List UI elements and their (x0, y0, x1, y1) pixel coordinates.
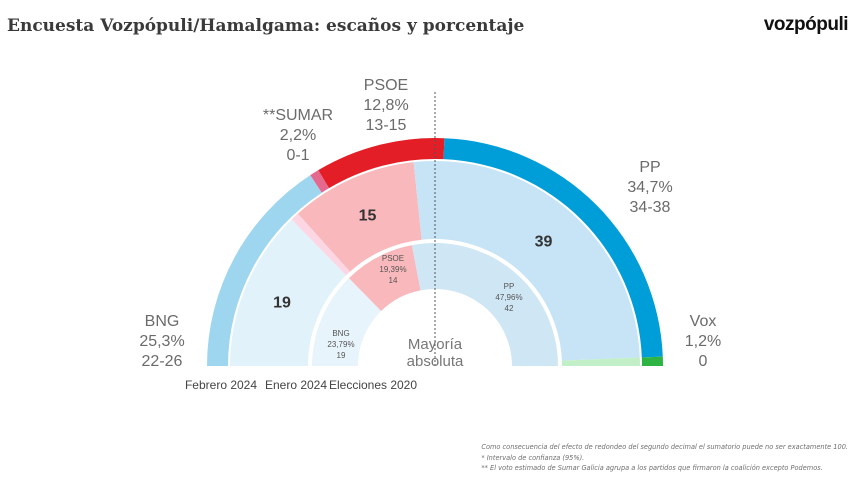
footnote: ** El voto estimado de Sumar Galicia agr… (481, 464, 823, 472)
seat-label-pp: 39 (535, 233, 553, 250)
footnote: * Intervalo de confianza (95%). (481, 453, 585, 462)
brand-logo: vozpópuli (763, 14, 849, 35)
party-label-psoe-range: 13-15 (366, 117, 407, 134)
election-2020-label-pp-name: PP (504, 282, 515, 291)
party-label-sumar-pct: 2,2% (280, 127, 316, 144)
arc-febrero-2024-bng (207, 175, 322, 366)
party-label-pp-range: 34-38 (630, 199, 671, 216)
arc-elecciones-2020-psoe (348, 245, 421, 311)
party-label-vox-range: 0 (699, 353, 708, 370)
majority-label-line2: absoluta (407, 353, 464, 370)
ring-label-elecciones-2020: Elecciones 2020 (329, 378, 417, 392)
arc-febrero-2024-psoe (318, 137, 445, 189)
arc-enero-2024-psoe (297, 162, 422, 272)
party-label-psoe-name: PSOE (364, 77, 408, 94)
party-label-bng-name: BNG (145, 313, 180, 330)
party-label-psoe-pct: 12,8% (363, 97, 408, 114)
election-2020-label-bng-pct: 23,79% (327, 340, 354, 349)
election-2020-label-pp-pct: 47,96% (495, 293, 522, 302)
arc-enero-2024-sumar (291, 213, 351, 276)
arc-febrero-2024-pp (443, 138, 663, 358)
arc-enero-2024-vox (561, 357, 640, 366)
arc-elecciones-2020-pp (411, 243, 558, 366)
seat-label-bng: 19 (273, 295, 291, 312)
arc-elecciones-2020-bng (312, 278, 382, 366)
majority-label-line1: Mayoría (408, 336, 463, 353)
party-label-sumar-range: 0-1 (286, 147, 309, 164)
party-label-pp-name: PP (639, 159, 660, 176)
footnotes: Como consecuencia del efecto de redondeo… (481, 442, 848, 474)
party-label-vox-name: Vox (690, 313, 717, 330)
rings-group (207, 137, 664, 366)
arc-febrero-2024-vox (641, 356, 664, 366)
party-label-bng-pct: 25,3% (139, 333, 184, 350)
election-2020-label-psoe-name: PSOE (382, 254, 404, 263)
party-label-sumar-name: **SUMAR (263, 107, 333, 124)
page-title: Encuesta Vozpópuli/Hamalgama: escaños y … (7, 16, 525, 36)
arc-enero-2024-pp (413, 160, 640, 361)
election-2020-label-bng-seats: 19 (337, 351, 346, 360)
election-2020-label-psoe-pct: 19,39% (379, 265, 406, 274)
labels-group: 19 15 39 BNG 25,3% 22-26 **SUMAR 2,2% 0-1 PSOE 12,… (139, 77, 721, 392)
arc-febrero-2024-sumar (310, 170, 330, 193)
party-label-pp-pct: 34,7% (627, 179, 672, 196)
election-2020-label-pp-seats: 42 (505, 304, 514, 313)
party-label-bng-range: 22-26 (142, 353, 183, 370)
footnote: Como consecuencia del efecto de redondeo… (481, 443, 848, 451)
arc-enero-2024-bng (230, 219, 347, 366)
election-2020-label-psoe-seats: 14 (389, 276, 398, 285)
ring-label-febrero-2024: Febrero 2024 (185, 378, 257, 392)
seat-label-psoe: 15 (359, 207, 377, 224)
party-label-vox-pct: 1,2% (685, 333, 721, 350)
ring-label-enero-2024: Enero 2024 (265, 378, 327, 392)
election-2020-label-bng-name: BNG (332, 329, 349, 338)
